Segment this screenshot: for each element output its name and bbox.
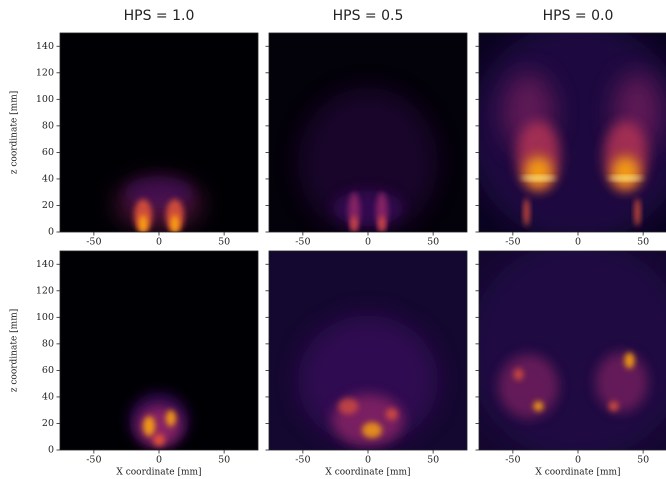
x-axis-label: X coordinate [mm] <box>325 468 410 478</box>
plume-glow <box>139 215 148 232</box>
plume-glow <box>333 190 403 227</box>
plume-glow <box>385 408 398 421</box>
x-tick-label: -50 <box>295 237 310 248</box>
x-tick-label: -50 <box>295 455 310 466</box>
y-tick-label: 100 <box>36 94 54 105</box>
plume-glow <box>338 398 359 415</box>
plume-glow <box>298 315 438 446</box>
y-tick-label: 120 <box>36 67 54 78</box>
plume-glow <box>533 401 544 412</box>
y-tick-label: 0 <box>48 445 54 456</box>
heatmap <box>269 33 467 232</box>
plume-glow <box>298 87 438 232</box>
plume-glow <box>361 422 382 439</box>
x-tick-label: 50 <box>427 455 439 466</box>
y-tick-label: 100 <box>36 312 54 323</box>
x-tick-label: 50 <box>218 237 230 248</box>
x-tick-label: 50 <box>637 237 649 248</box>
x-tick-label: 50 <box>637 455 649 466</box>
panel-title: HPS = 0.5 <box>333 8 404 24</box>
y-axis-label: z coordinate [mm] <box>10 91 20 174</box>
heatmap <box>479 251 666 450</box>
plume-glow <box>607 176 644 181</box>
y-tick-label: 60 <box>42 365 54 376</box>
x-tick-label: -50 <box>505 237 520 248</box>
plume-glow <box>351 216 358 232</box>
plume-glow <box>125 176 193 209</box>
y-tick-label: 60 <box>42 147 54 158</box>
x-tick-label: 0 <box>365 237 371 248</box>
plume-glow <box>595 352 648 413</box>
y-tick-label: 40 <box>42 173 54 184</box>
x-tick-label: 0 <box>365 455 371 466</box>
heatmap <box>269 251 467 450</box>
y-tick-label: 80 <box>42 338 54 349</box>
plume-glow <box>378 216 385 232</box>
y-tick-label: 140 <box>36 41 54 52</box>
x-tick-label: -50 <box>505 455 520 466</box>
panel-title: HPS = 1.0 <box>124 8 195 24</box>
plume-glow <box>348 192 361 232</box>
plume-glow <box>608 401 619 412</box>
plume-glow <box>170 215 179 232</box>
x-tick-label: 0 <box>575 455 581 466</box>
plume-glow <box>523 198 530 227</box>
plume-glow <box>513 368 524 381</box>
y-axis-label: z coordinate [mm] <box>10 309 20 392</box>
plume-glow <box>524 156 553 189</box>
plume-glow <box>153 434 165 447</box>
x-axis-label: X coordinate [mm] <box>535 468 620 478</box>
plume-glow <box>520 176 557 181</box>
y-tick-label: 40 <box>42 391 54 402</box>
heatmap <box>60 33 258 232</box>
plume-glow <box>498 354 559 419</box>
x-tick-label: 0 <box>156 237 162 248</box>
plume-glow <box>143 416 156 437</box>
y-tick-label: 120 <box>36 285 54 296</box>
y-tick-label: 0 <box>48 227 54 238</box>
y-tick-label: 140 <box>36 259 54 270</box>
x-tick-label: 50 <box>218 455 230 466</box>
plume-glow <box>375 192 388 232</box>
x-tick-label: -50 <box>86 237 101 248</box>
heatmap <box>60 251 258 450</box>
y-tick-label: 20 <box>42 200 54 211</box>
x-axis-label: X coordinate [mm] <box>116 468 201 478</box>
x-tick-label: 50 <box>427 237 439 248</box>
heatmap <box>479 33 666 232</box>
y-tick-label: 20 <box>42 418 54 429</box>
x-tick-label: -50 <box>86 455 101 466</box>
panel-title: HPS = 0.0 <box>543 8 614 24</box>
y-tick-label: 80 <box>42 120 54 131</box>
x-tick-label: 0 <box>575 237 581 248</box>
plume-glow <box>165 410 176 427</box>
plume-glow <box>624 352 635 369</box>
plume-glow <box>634 198 641 227</box>
x-tick-label: 0 <box>156 455 162 466</box>
plume-glow <box>611 156 640 189</box>
